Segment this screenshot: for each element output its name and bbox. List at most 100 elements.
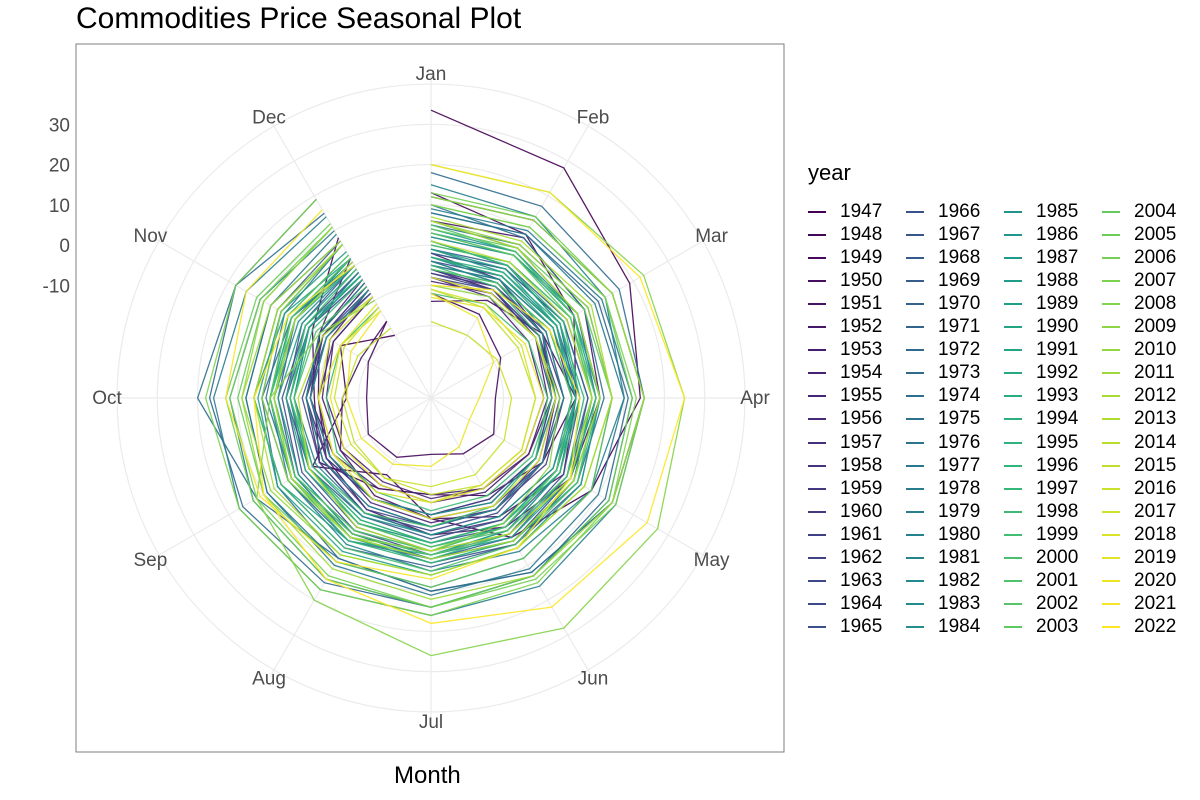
legend-item-2004: 2004: [1102, 200, 1176, 223]
legend-item-2008: 2008: [1102, 292, 1176, 315]
legend-label: 1994: [1036, 408, 1079, 430]
legend-key: [906, 233, 924, 236]
legend-label: 1996: [1036, 454, 1079, 476]
legend-title: year: [808, 160, 851, 185]
legend-item-1949: 1949: [808, 246, 882, 269]
legend-key: [1102, 487, 1120, 490]
legend-item-2001: 2001: [1004, 570, 1078, 593]
legend-label: 2006: [1134, 246, 1177, 268]
legend-item-1980: 1980: [906, 523, 980, 546]
x-axis-title: Month: [394, 762, 461, 789]
legend-item-1951: 1951: [808, 292, 882, 315]
legend-item-2022: 2022: [1102, 616, 1176, 639]
legend-item-1979: 1979: [906, 500, 980, 523]
legend-label: 1969: [938, 269, 981, 291]
legend-key: [906, 441, 924, 444]
plot-panel-border: [75, 43, 785, 753]
legend-label: 1992: [1036, 362, 1079, 384]
legend-key: [1004, 372, 1022, 375]
legend-label: 2015: [1134, 454, 1177, 476]
series-line-2012: [253, 216, 613, 576]
series-line-2013: [273, 220, 601, 560]
legend-key: [808, 487, 826, 490]
legend-label: 2008: [1134, 292, 1177, 314]
legend-key: [1102, 326, 1120, 328]
legend-item-1965: 1965: [808, 616, 882, 639]
month-label-may: May: [694, 550, 730, 571]
legend-item-1958: 1958: [808, 454, 882, 477]
legend-item-1967: 1967: [906, 223, 980, 246]
legend-label: 1985: [1036, 200, 1079, 222]
series-line-1998: [325, 264, 553, 512]
legend-label: 1974: [938, 385, 981, 407]
legend-item-1954: 1954: [808, 362, 882, 385]
legend-key: [906, 533, 924, 536]
legend-label: 1963: [840, 570, 883, 592]
month-label-sep: Sep: [133, 550, 167, 571]
series-line-2022: [253, 163, 686, 625]
legend-key: [808, 372, 826, 375]
month-labels: Jan Feb Mar Apr May Jun Jul Aug Sep Oct Nov Dec: [92, 64, 770, 733]
series-line-2008: [256, 163, 686, 657]
radial-tick-label: 30: [49, 115, 70, 136]
legend-item-1982: 1982: [906, 570, 980, 593]
month-label-feb: Feb: [577, 107, 610, 128]
legend-label: 2009: [1134, 316, 1177, 337]
radial-tick-label: -10: [43, 276, 70, 297]
legend-label: 1956: [840, 408, 883, 430]
series-line-2018: [317, 276, 557, 520]
legend-key: [808, 395, 826, 398]
legend-label: 1958: [840, 454, 883, 476]
legend-item-2005: 2005: [1102, 223, 1176, 246]
month-label-nov: Nov: [134, 226, 168, 247]
legend-key: [1004, 603, 1022, 606]
legend-label: 2004: [1134, 200, 1177, 222]
legend-item-1974: 1974: [906, 385, 980, 408]
series-line-1949: [365, 292, 502, 458]
legend-item-1993: 1993: [1004, 385, 1078, 408]
legend-key: [1004, 510, 1022, 513]
legend-label: 1962: [840, 547, 883, 568]
legend-item-2012: 2012: [1102, 385, 1176, 408]
legend-label: 1980: [938, 523, 981, 545]
legend-key: [1102, 349, 1120, 352]
legend-key: [906, 580, 924, 583]
radial-tick-label: 10: [49, 196, 70, 217]
legend-item-2009: 2009: [1102, 316, 1176, 339]
legend-key: [906, 464, 924, 467]
series-line-2021: [225, 209, 581, 580]
legend-label: 2011: [1134, 362, 1175, 384]
legend-item-1973: 1973: [906, 362, 980, 385]
legend-key: [906, 487, 924, 490]
legend-item-1991: 1991: [1004, 339, 1078, 362]
series-line-1982: [305, 256, 565, 528]
legend-key: [906, 603, 924, 606]
legend-item-1981: 1981: [906, 547, 980, 570]
polar-grid: [109, 76, 753, 720]
legend-item-1990: 1990: [1004, 316, 1078, 339]
legend-label: 1951: [840, 292, 883, 314]
legend-key: [808, 233, 826, 236]
legend-label: 1993: [1036, 385, 1079, 407]
legend-label: 1966: [938, 200, 981, 222]
legend-item-1970: 1970: [906, 292, 980, 315]
series-line-2019: [329, 296, 545, 504]
legend-label: 1970: [938, 292, 981, 314]
legend-item-1963: 1963: [808, 570, 882, 593]
legend-label: 1968: [938, 246, 981, 268]
series-line-2017: [317, 288, 537, 504]
series-line-2007: [204, 198, 637, 617]
legend-key: [808, 557, 826, 559]
legend-key: [1004, 626, 1022, 629]
legend-key: [906, 418, 924, 421]
legend-label: 1983: [938, 593, 981, 615]
legend-label: 2010: [1134, 339, 1177, 361]
legend-item-1976: 1976: [906, 431, 980, 454]
legend-item-2003: 2003: [1004, 616, 1078, 639]
legend-label: 2014: [1134, 431, 1177, 453]
series-line-2006: [229, 192, 645, 608]
radial-tick-label: 20: [49, 156, 70, 177]
legend-item-1995: 1995: [1004, 431, 1078, 454]
legend-label: 1981: [938, 547, 981, 568]
legend-key: [906, 395, 924, 398]
